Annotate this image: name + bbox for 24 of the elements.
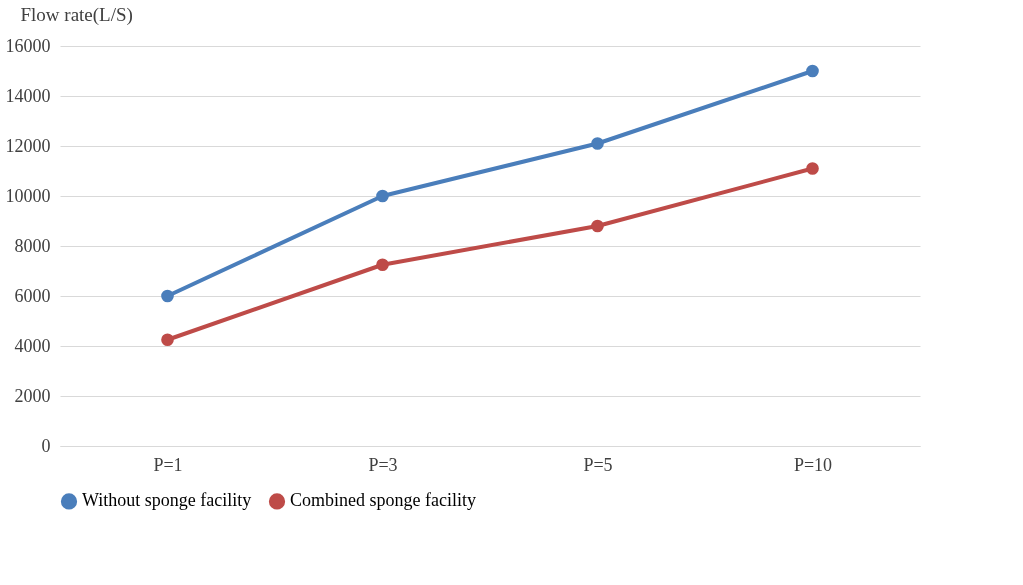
point: [591, 219, 604, 233]
y-tick-label: 14000: [5, 85, 51, 106]
y-axis-title: Flow rate(L/S): [20, 3, 133, 26]
point: [376, 189, 389, 203]
y-tick-label: 16000: [5, 35, 51, 56]
y-tick-label: 10000: [5, 185, 51, 206]
x-tick-label: P=1: [153, 454, 183, 475]
legend-label: Combined sponge facility: [290, 490, 476, 511]
point: [591, 137, 604, 150]
point: [161, 289, 174, 303]
y-tick-label: 12000: [5, 135, 51, 156]
point: [376, 258, 389, 272]
point: [161, 333, 174, 347]
x-tick-label: P=5: [583, 454, 613, 475]
y-tick-label: 4000: [14, 335, 51, 356]
point: [806, 64, 819, 78]
y-tick-label: 0: [41, 435, 51, 456]
legend-label: Without sponge facility: [82, 490, 252, 511]
y-tick-label: 6000: [14, 285, 51, 306]
point: [806, 162, 819, 175]
y-tick-label: 2000: [14, 385, 51, 406]
x-tick-label: P=3: [368, 454, 398, 475]
x-tick-label: P=10: [793, 454, 833, 475]
y-tick-label: 8000: [14, 235, 51, 256]
